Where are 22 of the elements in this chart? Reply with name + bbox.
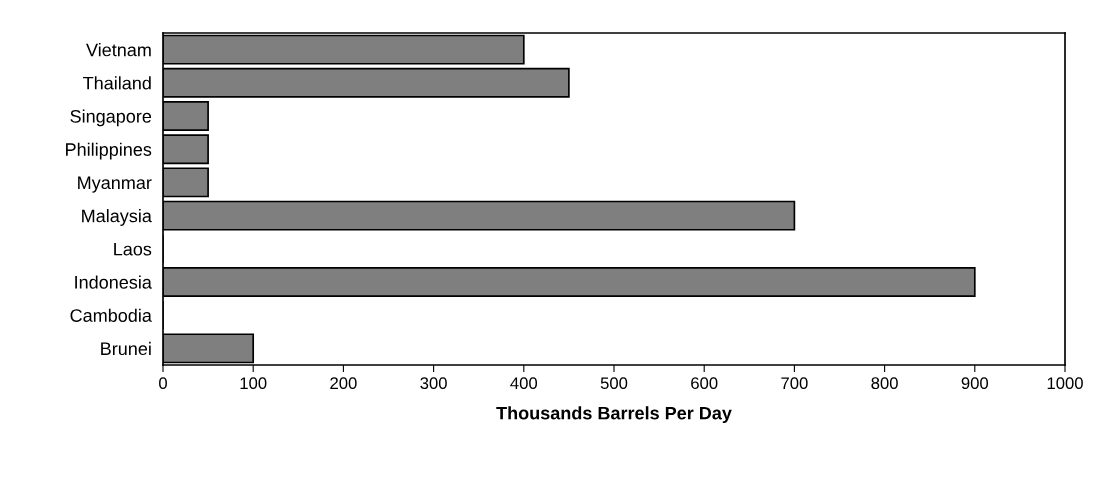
y-tick-label: Cambodia	[70, 308, 152, 322]
x-tick-label: 500	[600, 377, 628, 390]
x-tick-label: 600	[691, 377, 718, 390]
y-tick-label: Malaysia	[82, 209, 152, 226]
x-tick-label: 0	[159, 377, 167, 390]
x-tick-label: 700	[781, 377, 808, 390]
y-tick-label: Philippines	[66, 142, 152, 160]
y-tick-label: Myanmar	[78, 176, 152, 193]
y-tick-label: Indonesia	[75, 275, 152, 289]
x-tick-label: 900	[961, 377, 989, 390]
y-tick-label: Vietnam	[86, 43, 151, 57]
x-tick-label: 800	[871, 377, 898, 390]
x-axis-title: Thousands Barrels Per Day	[496, 406, 732, 424]
y-tick-label: Thailand	[83, 76, 151, 90]
x-tick-label: 300	[420, 377, 447, 390]
y-tick-label: Laos	[114, 242, 152, 256]
y-tick-label: Brunei	[101, 341, 151, 356]
x-tick-label: 100	[240, 377, 267, 390]
x-tick-label: 1000	[1047, 377, 1083, 390]
x-tick-label: 400	[510, 377, 538, 390]
y-tick-label: Singapore	[70, 109, 152, 127]
x-tick-label: 200	[330, 377, 357, 390]
